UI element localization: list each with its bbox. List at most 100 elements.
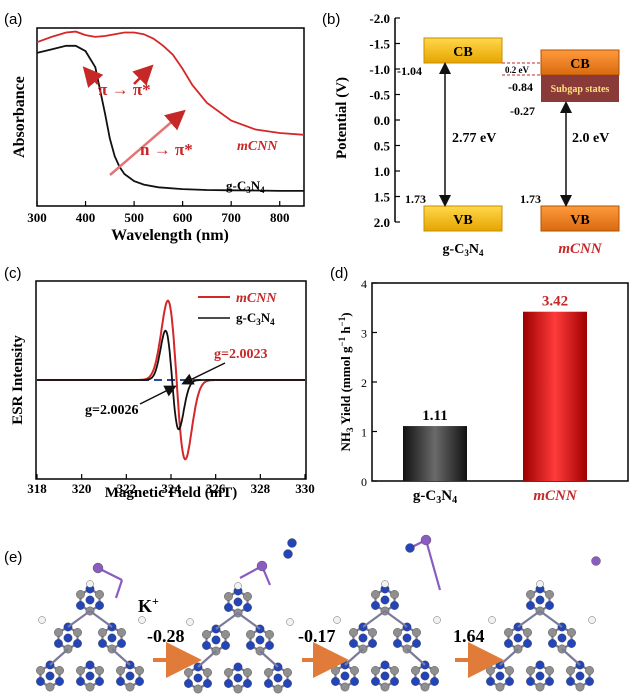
panel-e-bond — [237, 612, 261, 630]
panel-d-bars: 1.11 3.42 — [403, 294, 587, 481]
panel-e-bond — [424, 539, 442, 591]
panel-b-mcnn-name: mCNN — [558, 241, 603, 257]
panel-b-ytick-label: 1.5 — [374, 190, 391, 205]
panel-e-atom — [433, 616, 441, 624]
panel-e-atom — [243, 603, 252, 612]
panel-a-xtick-label: 700 — [221, 210, 241, 225]
panel-a-xticks: 300 400 500 600 700 800 — [27, 201, 289, 225]
panel-e-atom — [54, 639, 63, 648]
panel-e-atom — [85, 595, 95, 605]
panel-e-atom — [233, 662, 243, 672]
panel-e-ion-label: K+ — [138, 594, 159, 616]
panel-e-atom — [233, 597, 243, 607]
panel-e-atom — [184, 679, 193, 688]
panel-e-atom — [412, 639, 421, 648]
panel-e-atom — [256, 560, 268, 572]
panel-e-atom — [283, 549, 293, 559]
panel-e-atom — [224, 603, 233, 612]
panel-e-atom — [402, 633, 412, 643]
panel-e-bond — [67, 610, 91, 628]
panel-e-atom — [523, 639, 532, 648]
panel-e-atom — [350, 666, 359, 675]
panel-e-atom — [430, 677, 439, 686]
panel-e-atom — [273, 684, 283, 694]
panel-e-atom — [243, 679, 252, 688]
panel-e-atom — [138, 616, 146, 624]
panel-e-atom — [221, 630, 230, 639]
panel-a-xtick-label: 300 — [27, 210, 47, 225]
panel-e-atom — [125, 682, 135, 692]
panel-e-atom — [486, 666, 495, 675]
panel-e-atom — [566, 677, 575, 686]
panel-e-atom — [588, 616, 596, 624]
panel-e-atom — [535, 595, 545, 605]
panel-e-atom — [117, 639, 126, 648]
panel-e-atom — [107, 633, 117, 643]
panel-a-xtick-label: 600 — [173, 210, 193, 225]
panel-e-atom — [381, 580, 389, 588]
panel-e-atom — [55, 677, 64, 686]
panel-c-series-gc3n4 — [37, 329, 305, 431]
panel-e-atom — [117, 628, 126, 637]
panel-e-atom — [246, 630, 255, 639]
panel-b-mcnn-vb-value: 1.73 — [520, 192, 541, 206]
panel-e-atom — [535, 660, 545, 670]
panel-e-atom — [265, 641, 274, 650]
panel-e-atom — [368, 628, 377, 637]
panel-b-ytick-label: -1.5 — [369, 37, 390, 52]
panel-e-atom — [246, 641, 255, 650]
panel-e-atom — [505, 666, 514, 675]
panel-e-bond — [362, 610, 386, 628]
panel-a-xlabel: Wavelength (nm) — [111, 227, 229, 244]
panel-e-bond — [197, 650, 217, 668]
panel-e-atom — [349, 628, 358, 637]
panel-e-atom — [504, 628, 513, 637]
panel-b-ytick-label: 2.0 — [374, 215, 390, 230]
panel-b-mcnn-cb-label: CB — [570, 57, 589, 72]
panel-e-atom — [73, 628, 82, 637]
panel-e-atom — [283, 679, 292, 688]
panel-e-atom — [76, 601, 85, 610]
panel-b-ytick-label: 1.0 — [374, 164, 390, 179]
panel-a-xtick-label: 800 — [270, 210, 290, 225]
panel-e-atom — [45, 671, 55, 681]
panel-c-xticks: 318 320 322 324 326 328 330 — [27, 474, 315, 496]
panel-e-atom — [211, 635, 221, 645]
panel-a-annotation-n: n → π* — [140, 140, 193, 159]
panel-d-label: (d) — [330, 265, 348, 282]
panel-e-atom — [203, 668, 212, 677]
panel-b-ylabel: Potential (V) — [334, 77, 350, 159]
panel-e-bond — [259, 650, 279, 668]
panel-e-atom — [193, 673, 203, 683]
panel-e-atom — [95, 590, 104, 599]
panel-b-subgap-value: -0.27 — [510, 104, 535, 118]
panel-e-atom — [420, 682, 430, 692]
panel-a-label-mcnn: mCNN — [237, 139, 278, 154]
panel-e-atom — [135, 666, 144, 675]
panel-e-atom — [264, 679, 273, 688]
panel-b-gc3n4-vb — [423, 205, 503, 232]
panel-b-gc3n4-cb — [423, 37, 503, 64]
panel-b-subgap-label: Subgap states — [551, 84, 610, 95]
panel-e-atom — [98, 628, 107, 637]
panel-e-atom — [55, 666, 64, 675]
panel-e-atom — [265, 630, 274, 639]
panel-a-arrow-pi-right — [132, 64, 154, 86]
panel-c-ylabel: ESR Intensity — [10, 335, 26, 425]
panel-e-atom — [38, 616, 46, 624]
panel-c-annotation-red: g=2.0023 — [214, 347, 267, 362]
panel-a-series-mcnn — [36, 30, 305, 136]
panel-b-mcnn-cb — [540, 49, 620, 76]
panel-c-arrow-black — [139, 385, 177, 405]
panel-e-atom — [73, 639, 82, 648]
panel-e-atom — [535, 671, 545, 681]
panel-e-atom — [390, 666, 399, 675]
panel-e-atom — [349, 639, 358, 648]
panel-e-atom — [283, 668, 292, 677]
panel-e-atom — [233, 684, 243, 694]
panel-e-bond — [114, 579, 124, 599]
panel-b-ytick-label: -0.5 — [369, 88, 390, 103]
panel-b-gc3n4-gap-label: 2.77 eV — [452, 131, 496, 146]
panel-e-atom — [116, 677, 125, 686]
panel-e-atom — [371, 590, 380, 599]
